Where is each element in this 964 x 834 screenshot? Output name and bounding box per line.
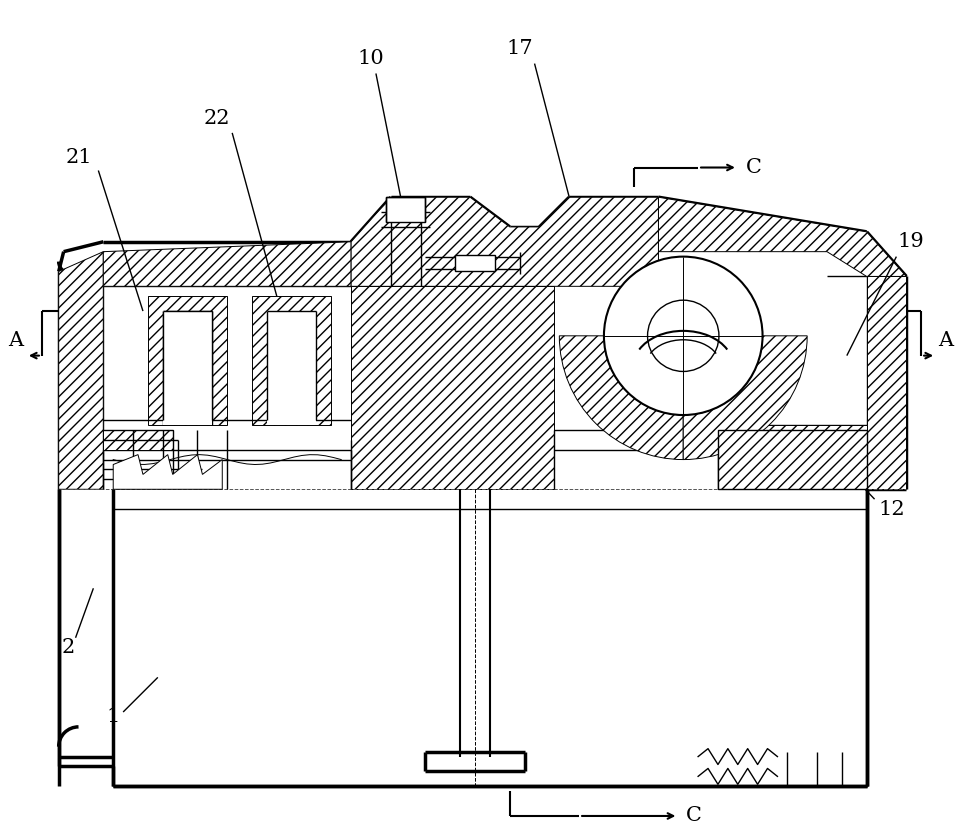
Circle shape xyxy=(648,300,719,371)
Text: A: A xyxy=(938,331,953,350)
Text: 19: 19 xyxy=(897,232,924,251)
Polygon shape xyxy=(113,455,223,490)
Text: C: C xyxy=(686,806,702,826)
Wedge shape xyxy=(559,336,683,460)
Text: 10: 10 xyxy=(358,49,385,68)
Text: 1: 1 xyxy=(107,707,120,726)
Bar xyxy=(147,296,228,425)
Bar xyxy=(718,425,867,490)
Polygon shape xyxy=(658,197,906,276)
Bar xyxy=(163,311,212,425)
Polygon shape xyxy=(59,252,103,490)
Polygon shape xyxy=(103,242,351,286)
Text: C: C xyxy=(746,158,762,177)
Text: 12: 12 xyxy=(878,500,905,519)
Bar xyxy=(252,296,332,425)
Wedge shape xyxy=(683,336,807,460)
Text: 21: 21 xyxy=(66,148,92,167)
Polygon shape xyxy=(103,430,173,450)
Text: A: A xyxy=(9,331,24,350)
Bar xyxy=(455,254,495,272)
Text: 17: 17 xyxy=(506,39,533,58)
Bar xyxy=(718,430,867,490)
Bar xyxy=(267,311,316,425)
Polygon shape xyxy=(351,197,658,286)
Bar xyxy=(386,197,425,222)
Circle shape xyxy=(603,257,763,415)
Text: 2: 2 xyxy=(62,638,75,657)
Polygon shape xyxy=(867,276,906,490)
Text: 22: 22 xyxy=(204,108,230,128)
Polygon shape xyxy=(351,286,554,490)
